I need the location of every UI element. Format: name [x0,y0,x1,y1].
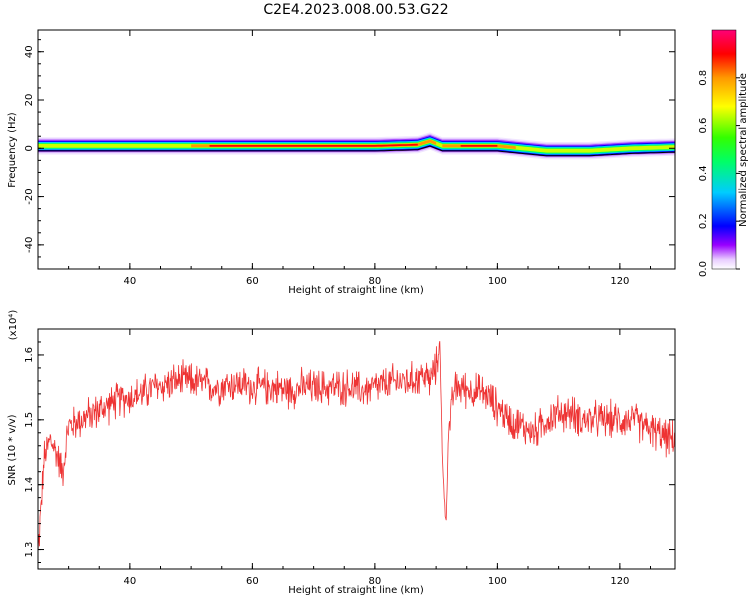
colorbar-label: Normalized spectral amplitude [738,73,749,227]
figure-title: C2E4.2023.008.00.53.G22 [263,2,448,18]
colorbar-gradient [711,29,737,270]
snr-y-tick-label: 1.4 [24,477,35,493]
snr-frame [37,328,676,570]
snr-y-tick-label: 1.5 [24,412,35,428]
heatmap-peak-1 [460,145,498,147]
heatmap-x-tick-label: 100 [488,276,507,287]
colorbar-tick-label: 0.4 [698,165,709,181]
snr-y-tick-label: 1.3 [24,542,35,558]
snr-x-tick-label: 60 [246,576,259,587]
colorbar-tick-label: 0.0 [698,261,709,277]
snr-x-tick-label: 80 [369,576,382,587]
snr-x-tick-label: 120 [610,576,629,587]
colorbar-tick-label: 0.6 [698,118,709,134]
snr-y-axis-label: SNR (10 * v/v) [7,414,18,485]
heatmap-x-tick-label: 40 [124,276,137,287]
heatmap-x-tick-label: 120 [610,276,629,287]
heatmap-x-tick-label: 60 [246,276,259,287]
heatmap-y-tick-label: 40 [24,45,35,58]
snr-y-tick-label: 1.6 [24,347,35,363]
heatmap-x-tick-label: 80 [369,276,382,287]
heatmap-ticks: 40 60 80 100 120 -40 -20 0 20 40 [24,30,675,287]
heatmap-y-tick-label: -40 [24,237,35,253]
heatmap-ridge [38,145,675,157]
heatmap-frame [37,29,676,270]
colorbar: 0.0 0.2 0.4 0.6 0.8 Normalized spectral ampl… [698,29,749,277]
colorbar-ticks: 0.0 0.2 0.4 0.6 0.8 [698,70,740,277]
heatmap-panel: 40 60 80 100 120 -40 -20 0 20 40 Height of straig… [7,29,676,296]
snr-panel: 40 60 80 100 120 1.3 1.4 1.5 1.6 Height of strai… [7,310,676,596]
heatmap-peak-0 [209,143,418,147]
heatmap-y-tick-label: -20 [24,188,35,204]
snr-ticks: 40 60 80 100 120 1.3 1.4 1.5 1.6 [24,329,675,587]
snr-scale-label: (x10⁴) [8,310,19,341]
snr-x-axis-label: Height of straight line (km) [288,585,424,596]
colorbar-tick-label: 0.2 [698,213,709,229]
snr-x-tick-label: 100 [488,576,507,587]
heatmap-y-tick-label: 20 [24,94,35,107]
snr-series-line [37,341,676,553]
heatmap-y-tick-label: 0 [24,145,35,151]
heatmap-x-axis-label: Height of straight line (km) [288,285,424,296]
colorbar-tick-label: 0.8 [698,70,709,86]
snr-x-tick-label: 40 [124,576,137,587]
heatmap-y-axis-label: Frequency (Hz) [7,112,18,188]
snr-background [38,329,675,569]
